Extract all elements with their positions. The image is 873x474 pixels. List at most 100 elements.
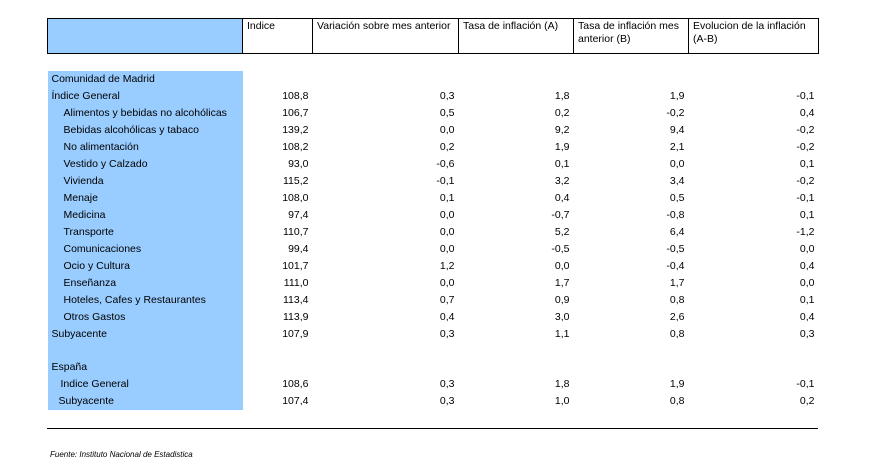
value-cell: 108,6 bbox=[282, 378, 309, 390]
row-label: Comunicaciones bbox=[47, 241, 243, 258]
value-cell: 0,8 bbox=[669, 328, 685, 340]
row-label: Enseñanza bbox=[47, 275, 243, 292]
value-cell: 0,1 bbox=[799, 209, 815, 221]
value-cell: -0,4 bbox=[666, 260, 685, 272]
value-cell: 0,3 bbox=[439, 395, 455, 407]
row-label: No alimentación bbox=[47, 139, 243, 156]
value-cell: 0,4 bbox=[799, 107, 815, 119]
table-row: Otros Gastos 113,9 0,4 3,0 2,6 0,4 bbox=[47, 309, 819, 326]
value-cell: 0,1 bbox=[439, 192, 455, 204]
value-cell: 1,0 bbox=[554, 395, 570, 407]
value-cell: 0,3 bbox=[439, 378, 455, 390]
table-row: Alimentos y bebidas no alcohólicas 106,7 0… bbox=[47, 105, 819, 122]
value-cell: 93,0 bbox=[288, 158, 309, 170]
row-label: Vivienda bbox=[47, 173, 243, 190]
value-cell: -0,2 bbox=[796, 124, 815, 136]
section-title-row: Comunidad de Madrid bbox=[47, 71, 819, 88]
table-row: Vestido y Calzado 93,0 -0,6 0,1 0,0 0,1 bbox=[47, 156, 819, 173]
header-row: Indice Variación sobre mes anterior Tasa… bbox=[47, 18, 819, 54]
value-cell: 0,0 bbox=[554, 260, 570, 272]
table-row: Vivienda 115,2 -0,1 3,2 3,4 -0,2 bbox=[47, 173, 819, 190]
value-cell: 115,2 bbox=[283, 175, 309, 187]
row-label: Hoteles, Cafes y Restaurantes bbox=[47, 292, 243, 309]
header-tasa-a: Tasa de inflación (A) bbox=[458, 18, 574, 54]
spacer-cell bbox=[574, 54, 689, 72]
empty-cell bbox=[689, 359, 819, 376]
value-cell: -0,1 bbox=[436, 175, 455, 187]
table-row: Enseñanza 111,0 0,0 1,7 1,7 0,0 bbox=[47, 275, 819, 292]
value-cell: 0,0 bbox=[439, 226, 455, 238]
row-label: Otros Gastos bbox=[47, 309, 243, 326]
value-cell: 108,0 bbox=[282, 192, 309, 204]
empty-cell bbox=[313, 71, 459, 88]
value-cell: 0,9 bbox=[554, 294, 570, 306]
value-cell: 0,0 bbox=[799, 243, 815, 255]
spacer-cell bbox=[689, 54, 819, 72]
value-cell: -0,2 bbox=[796, 141, 815, 153]
section-title-row: España bbox=[47, 359, 819, 376]
table-body: Indice Variación sobre mes anterior Tasa… bbox=[47, 18, 819, 410]
header-variacion: Variación sobre mes anterior bbox=[312, 18, 459, 54]
value-cell: 6,4 bbox=[669, 226, 685, 238]
table-row: Subyacente 107,4 0,3 1,0 0,8 0,2 bbox=[47, 393, 819, 410]
source-note: Fuente: Instituto Nacional de Estadistic… bbox=[50, 450, 193, 459]
value-cell: 1,9 bbox=[669, 90, 685, 102]
value-cell: 0,1 bbox=[799, 158, 815, 170]
value-cell: 107,4 bbox=[282, 395, 309, 407]
empty-cell bbox=[313, 359, 459, 376]
section-title: España bbox=[47, 359, 243, 376]
value-cell: 0,8 bbox=[669, 395, 685, 407]
value-cell: -0,2 bbox=[666, 107, 685, 119]
value-cell: 99,4 bbox=[288, 243, 309, 255]
value-cell: 3,0 bbox=[554, 311, 570, 323]
value-cell: 107,9 bbox=[282, 328, 309, 340]
value-cell: 2,6 bbox=[669, 311, 685, 323]
value-cell: 1,8 bbox=[554, 378, 570, 390]
value-cell: 106,7 bbox=[282, 107, 309, 119]
value-cell: 0,3 bbox=[439, 90, 455, 102]
value-cell: 1,7 bbox=[669, 277, 685, 289]
value-cell: 9,2 bbox=[554, 124, 570, 136]
value-cell: 0,8 bbox=[669, 294, 685, 306]
value-cell: 111,0 bbox=[283, 277, 309, 289]
table-row: No alimentación 108,2 0,2 1,9 2,1 -0,2 bbox=[47, 139, 819, 156]
row-label: Subyacente bbox=[47, 393, 243, 410]
value-cell: 0,2 bbox=[799, 395, 815, 407]
value-cell: 3,4 bbox=[669, 175, 685, 187]
empty-cell bbox=[574, 71, 689, 88]
value-cell: 0,0 bbox=[439, 124, 455, 136]
row-label: Transporte bbox=[47, 224, 243, 241]
spacer-cell bbox=[48, 54, 243, 72]
value-cell: 0,1 bbox=[554, 158, 570, 170]
table-row: Hoteles, Cafes y Restaurantes 113,4 0,7 0,9… bbox=[47, 292, 819, 309]
value-cell: 1,2 bbox=[439, 260, 455, 272]
value-cell: 0,2 bbox=[439, 141, 455, 153]
table-row: Transporte 110,7 0,0 5,2 6,4 -1,2 bbox=[47, 224, 819, 241]
value-cell: 0,0 bbox=[439, 209, 455, 221]
value-cell: 97,4 bbox=[288, 209, 309, 221]
value-cell: -0,1 bbox=[796, 192, 815, 204]
value-cell: 1,8 bbox=[554, 90, 570, 102]
value-cell: 108,8 bbox=[282, 90, 309, 102]
table-row: Subyacente 107,9 0,3 1,1 0,8 0,3 bbox=[47, 326, 819, 343]
spacer-cell bbox=[47, 343, 243, 359]
spacer-row bbox=[47, 343, 819, 359]
value-cell: 0,7 bbox=[439, 294, 455, 306]
header-evolucion: Evolucion de la inflación (A-B) bbox=[688, 18, 819, 54]
value-cell: 1,1 bbox=[554, 328, 570, 340]
value-cell: 0,4 bbox=[799, 311, 815, 323]
empty-cell bbox=[243, 359, 313, 376]
spacer-cell bbox=[313, 343, 459, 359]
row-label: Indice General bbox=[47, 376, 243, 393]
spacer-cell bbox=[243, 54, 313, 72]
header-cell-empty bbox=[47, 18, 243, 54]
value-cell: -0,1 bbox=[796, 378, 815, 390]
spacer-cell bbox=[243, 343, 313, 359]
spacer-cell bbox=[313, 54, 459, 72]
value-cell: 9,4 bbox=[669, 124, 685, 136]
value-cell: 0,0 bbox=[799, 277, 815, 289]
value-cell: -0,6 bbox=[436, 158, 455, 170]
header-tasa-b: Tasa de inflación mes anterior (B) bbox=[573, 18, 689, 54]
row-label: Subyacente bbox=[47, 326, 243, 343]
row-label: Menaje bbox=[47, 190, 243, 207]
